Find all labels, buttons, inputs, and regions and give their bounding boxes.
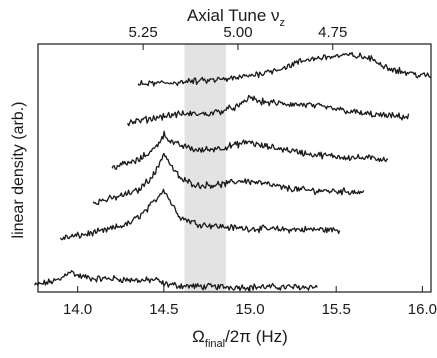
x-tick-label-top: 4.75 [318,24,347,41]
x-tick-label-bottom: 15.0 [235,301,264,318]
y-axis-label: linear density (arb.) [10,102,27,239]
density-traces [34,51,432,292]
density-trace-2 [59,188,341,241]
density-trace-3 [92,152,365,206]
density-trace-6 [137,51,432,87]
density-trace-5 [127,94,410,127]
x-tick-label-bottom: 14.5 [149,301,178,318]
x-tick-label-bottom: 15.5 [322,301,351,318]
axis-ticks: 14.0 14.5 15.0 15.5 16.0 5.25 5.00 4.75 [63,24,437,318]
x-tick-label-top: 5.25 [129,24,158,41]
top-axis-label: Axial Tune νz [187,6,285,29]
plot-frame [37,43,432,293]
x-tick-label-top: 5.00 [223,24,252,41]
x-tick-label-bottom: 14.0 [63,301,92,318]
x-tick-label-bottom: 16.0 [408,301,437,318]
density-trace-4 [111,130,389,170]
shaded-band [184,44,226,292]
density-trace-1 [34,270,318,292]
bottom-axis-label: Ωfinal/2π (Hz) [192,327,288,350]
